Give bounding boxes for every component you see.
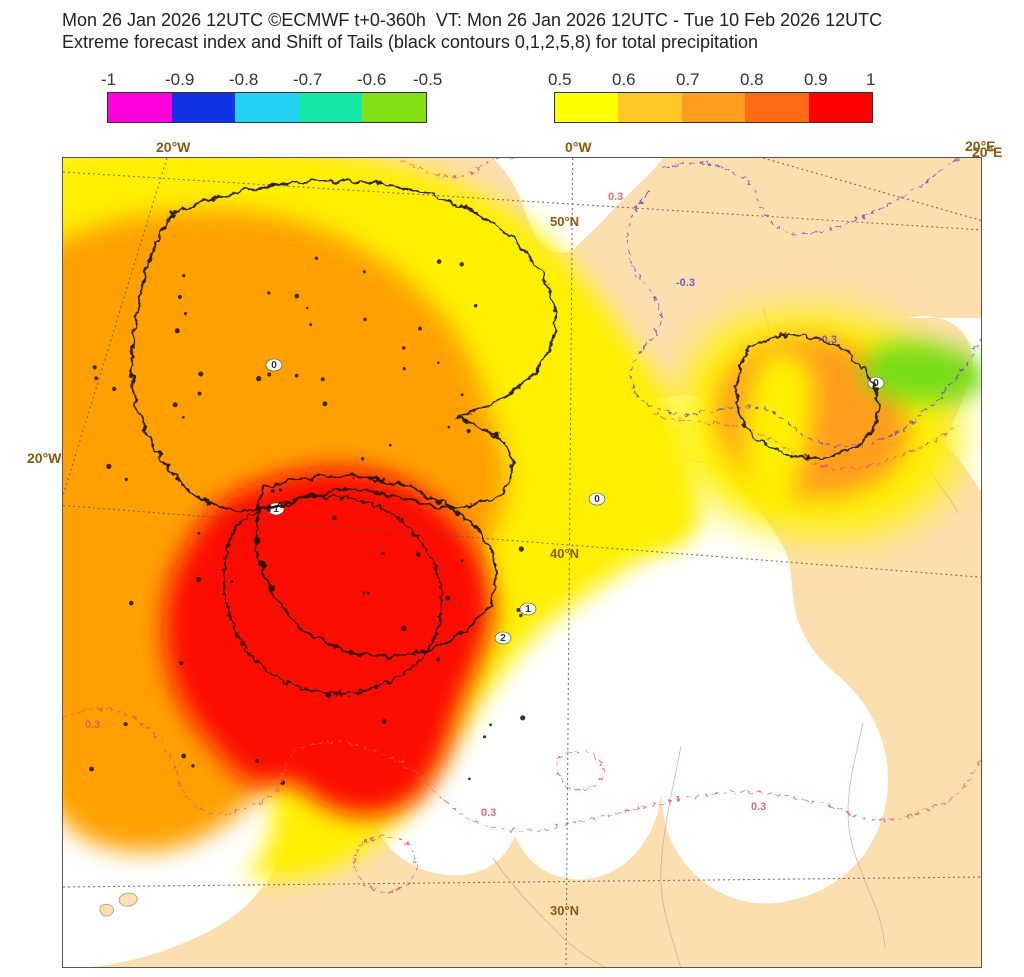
svg-text:40°N: 40°N <box>550 546 579 561</box>
svg-text:1: 1 <box>525 604 531 615</box>
svg-text:0.3: 0.3 <box>608 191 623 203</box>
svg-text:0.3: 0.3 <box>85 719 100 731</box>
svg-text:0.3: 0.3 <box>751 801 766 813</box>
svg-text:50°N: 50°N <box>550 214 579 229</box>
svg-text:0: 0 <box>594 494 600 505</box>
svg-text:0.3: 0.3 <box>481 807 496 819</box>
svg-text:30°N: 30°N <box>550 903 579 918</box>
svg-text:0: 0 <box>271 360 277 371</box>
svg-text:2: 2 <box>500 633 506 644</box>
svg-text:-0.3: -0.3 <box>676 277 695 289</box>
